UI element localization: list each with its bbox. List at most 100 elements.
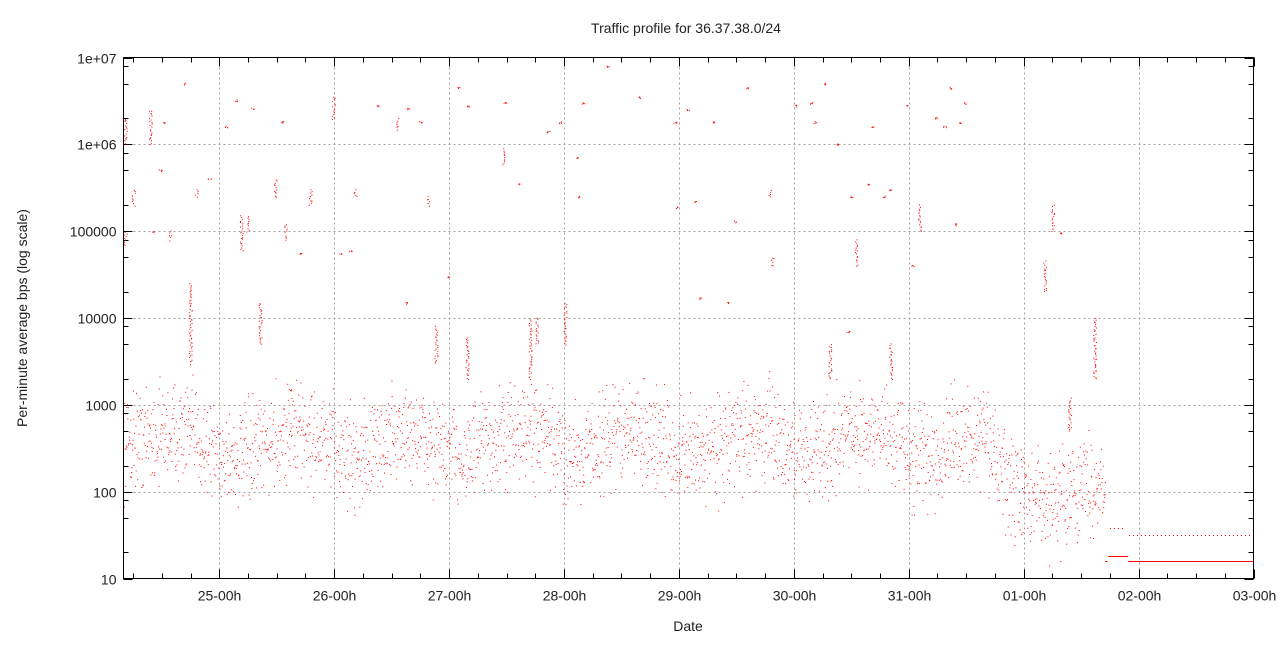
baseline-point bbox=[725, 425, 727, 427]
baseline-point bbox=[406, 441, 407, 443]
burst-point bbox=[123, 237, 125, 239]
baseline-point bbox=[850, 447, 852, 449]
baseline-point bbox=[505, 461, 507, 462]
baseline-point bbox=[393, 443, 394, 445]
baseline-point bbox=[205, 451, 207, 453]
burst-point bbox=[407, 302, 408, 304]
baseline-point bbox=[362, 435, 364, 437]
baseline-point bbox=[616, 429, 618, 431]
baseline-point bbox=[564, 419, 566, 421]
baseline-point bbox=[723, 502, 725, 503]
baseline-point bbox=[523, 442, 525, 444]
baseline-point bbox=[954, 444, 956, 445]
baseline-point bbox=[148, 440, 150, 442]
burst-point bbox=[828, 362, 830, 364]
burst-point bbox=[868, 184, 870, 186]
baseline-point bbox=[356, 431, 358, 433]
baseline-point bbox=[887, 462, 889, 464]
baseline-point bbox=[644, 408, 646, 410]
burst-point bbox=[537, 342, 539, 344]
baseline-point bbox=[396, 466, 398, 468]
baseline-point bbox=[158, 446, 160, 448]
baseline-point bbox=[981, 409, 983, 411]
baseline-point bbox=[443, 426, 445, 428]
baseline-point bbox=[983, 443, 985, 445]
baseline-point bbox=[782, 467, 784, 469]
baseline-point bbox=[723, 440, 725, 441]
burst-point bbox=[466, 360, 468, 362]
burst-point bbox=[747, 88, 749, 90]
baseline-point bbox=[1082, 508, 1084, 510]
burst-point bbox=[126, 126, 128, 128]
baseline-point bbox=[179, 439, 180, 441]
baseline-point bbox=[811, 409, 813, 410]
burst-point bbox=[468, 357, 470, 359]
baseline-point bbox=[995, 478, 997, 480]
baseline-point bbox=[722, 453, 724, 455]
baseline-point bbox=[381, 405, 383, 407]
baseline-point bbox=[863, 450, 865, 452]
baseline-point bbox=[386, 462, 388, 464]
burst-point bbox=[285, 237, 287, 239]
burst-point bbox=[1095, 377, 1097, 379]
baseline-point bbox=[409, 431, 411, 433]
burst-point bbox=[242, 233, 244, 235]
baseline-point bbox=[657, 475, 659, 476]
baseline-point bbox=[805, 427, 807, 428]
plot-frame bbox=[123, 57, 1254, 579]
baseline-point bbox=[457, 457, 459, 459]
burst-point bbox=[437, 350, 439, 352]
baseline-point bbox=[228, 433, 230, 435]
burst-point bbox=[530, 361, 532, 362]
baseline-point bbox=[1090, 502, 1092, 504]
baseline-point bbox=[376, 463, 377, 465]
baseline-point bbox=[446, 476, 447, 478]
tail-dot bbox=[1153, 535, 1154, 536]
baseline-point bbox=[650, 419, 652, 421]
baseline-point bbox=[879, 439, 881, 441]
baseline-point bbox=[684, 464, 686, 466]
baseline-point bbox=[201, 484, 203, 486]
baseline-point bbox=[874, 442, 876, 444]
baseline-point bbox=[323, 427, 325, 429]
baseline-point bbox=[468, 467, 469, 469]
y-tick-label: 10 bbox=[101, 572, 117, 588]
burst-point bbox=[427, 196, 429, 197]
baseline-point bbox=[193, 425, 195, 427]
baseline-point bbox=[850, 391, 852, 393]
baseline-point bbox=[821, 424, 822, 426]
baseline-point bbox=[955, 442, 957, 444]
baseline-point bbox=[1075, 493, 1077, 495]
baseline-point bbox=[792, 402, 794, 404]
baseline-point bbox=[884, 437, 886, 439]
baseline-point bbox=[327, 430, 329, 432]
baseline-point bbox=[361, 480, 363, 482]
baseline-point bbox=[491, 429, 493, 431]
burst-point bbox=[700, 297, 702, 299]
baseline-point bbox=[939, 466, 941, 468]
baseline-point bbox=[974, 443, 976, 445]
baseline-point bbox=[1031, 515, 1033, 516]
baseline-point bbox=[844, 435, 846, 437]
baseline-point bbox=[599, 477, 601, 479]
baseline-point bbox=[383, 437, 384, 439]
baseline-point bbox=[946, 398, 948, 400]
baseline-point bbox=[630, 416, 632, 418]
baseline-point bbox=[158, 388, 160, 390]
baseline-point bbox=[581, 438, 583, 440]
burst-point bbox=[1060, 232, 1061, 234]
burst-point bbox=[435, 333, 437, 335]
baseline-point bbox=[283, 407, 285, 409]
baseline-point bbox=[199, 454, 201, 456]
baseline-point bbox=[1043, 478, 1045, 480]
baseline-point bbox=[416, 463, 418, 465]
baseline-point bbox=[551, 426, 553, 428]
burst-point bbox=[355, 194, 357, 196]
burst-point bbox=[531, 339, 533, 341]
baseline-point bbox=[904, 438, 905, 440]
baseline-point bbox=[1069, 495, 1070, 497]
baseline-point bbox=[1074, 527, 1076, 529]
baseline-point bbox=[250, 449, 251, 451]
burst-point bbox=[814, 121, 816, 123]
burst-point bbox=[1069, 402, 1071, 404]
